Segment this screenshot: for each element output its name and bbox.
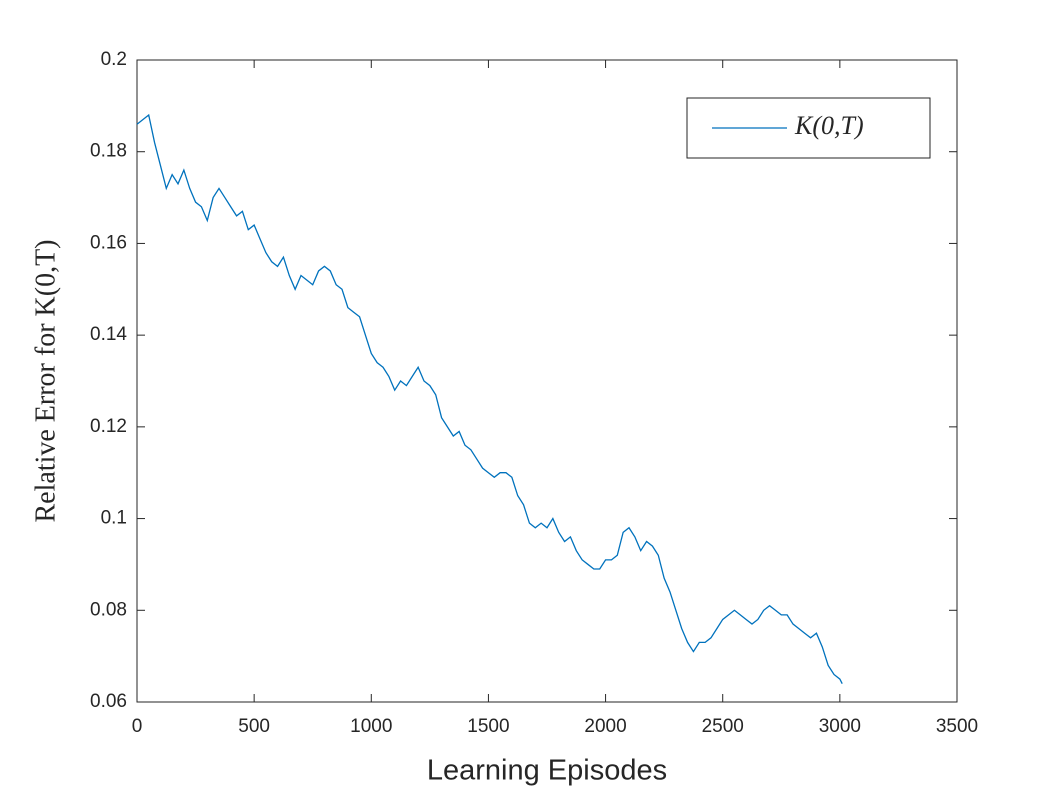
- data-line: [136, 113, 843, 684]
- x-tick-label: 0: [132, 716, 143, 737]
- y-tick-label: 0.18: [90, 141, 127, 162]
- y-tick-label: 0.2: [101, 49, 127, 70]
- plot-area: [136, 59, 958, 703]
- legend-label: K(0,T): [794, 111, 864, 140]
- y-tick-label: 0.16: [90, 232, 127, 253]
- y-tick-label: 0.08: [90, 599, 127, 620]
- x-tick-label: 3000: [819, 716, 861, 737]
- x-tick-label: 2000: [584, 716, 626, 737]
- x-tick-label: 1500: [467, 716, 509, 737]
- x-tick-label: 1000: [350, 716, 392, 737]
- x-tick-label: 500: [238, 716, 270, 737]
- x-tick-label: 2500: [702, 716, 744, 737]
- y-tick-label: 0.12: [90, 416, 127, 437]
- y-tick-label: 0.14: [90, 324, 127, 345]
- y-tick-label: 0.1: [101, 508, 127, 529]
- y-axis-label: Relative Error for K(0,T): [30, 240, 61, 523]
- x-axis-label: Learning Episodes: [427, 755, 667, 787]
- x-tick-label: 3500: [936, 716, 978, 737]
- y-tick-label: 0.06: [90, 691, 127, 712]
